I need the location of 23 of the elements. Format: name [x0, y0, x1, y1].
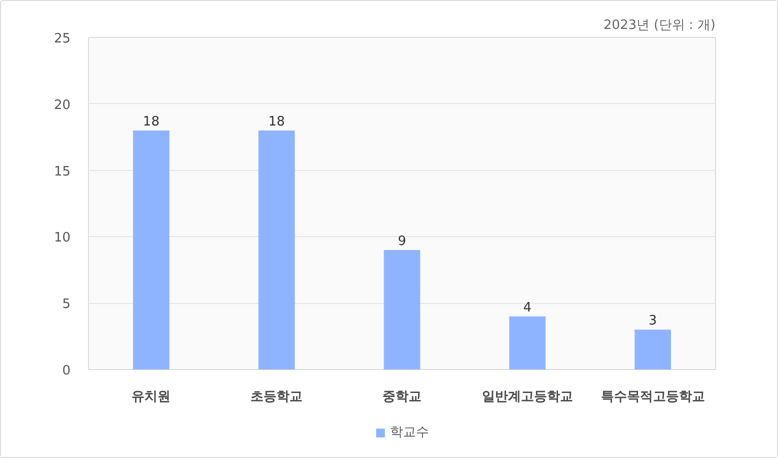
data-label: 18 — [268, 114, 285, 130]
y-tick-label: 15 — [54, 164, 71, 180]
legend-label: 학교수 — [390, 424, 429, 441]
y-tick-label: 20 — [54, 98, 71, 113]
x-tick-label: 초등학교 — [250, 390, 303, 404]
bar — [634, 330, 671, 370]
y-tick-label: 25 — [54, 32, 71, 46]
x-tick-label: 중학교 — [382, 390, 422, 404]
data-label: 9 — [398, 234, 406, 249]
data-label: 3 — [648, 314, 657, 329]
x-tick-label: 유치원 — [132, 390, 171, 404]
y-tick-label: 0 — [62, 364, 71, 378]
x-tick-label: 특수목적고등학교 — [600, 390, 705, 404]
bar — [384, 250, 420, 370]
x-tick-label: 일반계고등학교 — [482, 390, 573, 404]
text: 2023년 (단위 : 개) — [603, 18, 716, 33]
bar — [509, 316, 546, 370]
bar — [133, 130, 170, 370]
data-label: 4 — [523, 300, 532, 316]
y-tick-label: 10 — [54, 230, 71, 246]
data-label: 18 — [142, 114, 160, 130]
bar — [258, 130, 295, 370]
y-tick-label: 5 — [62, 297, 71, 312]
